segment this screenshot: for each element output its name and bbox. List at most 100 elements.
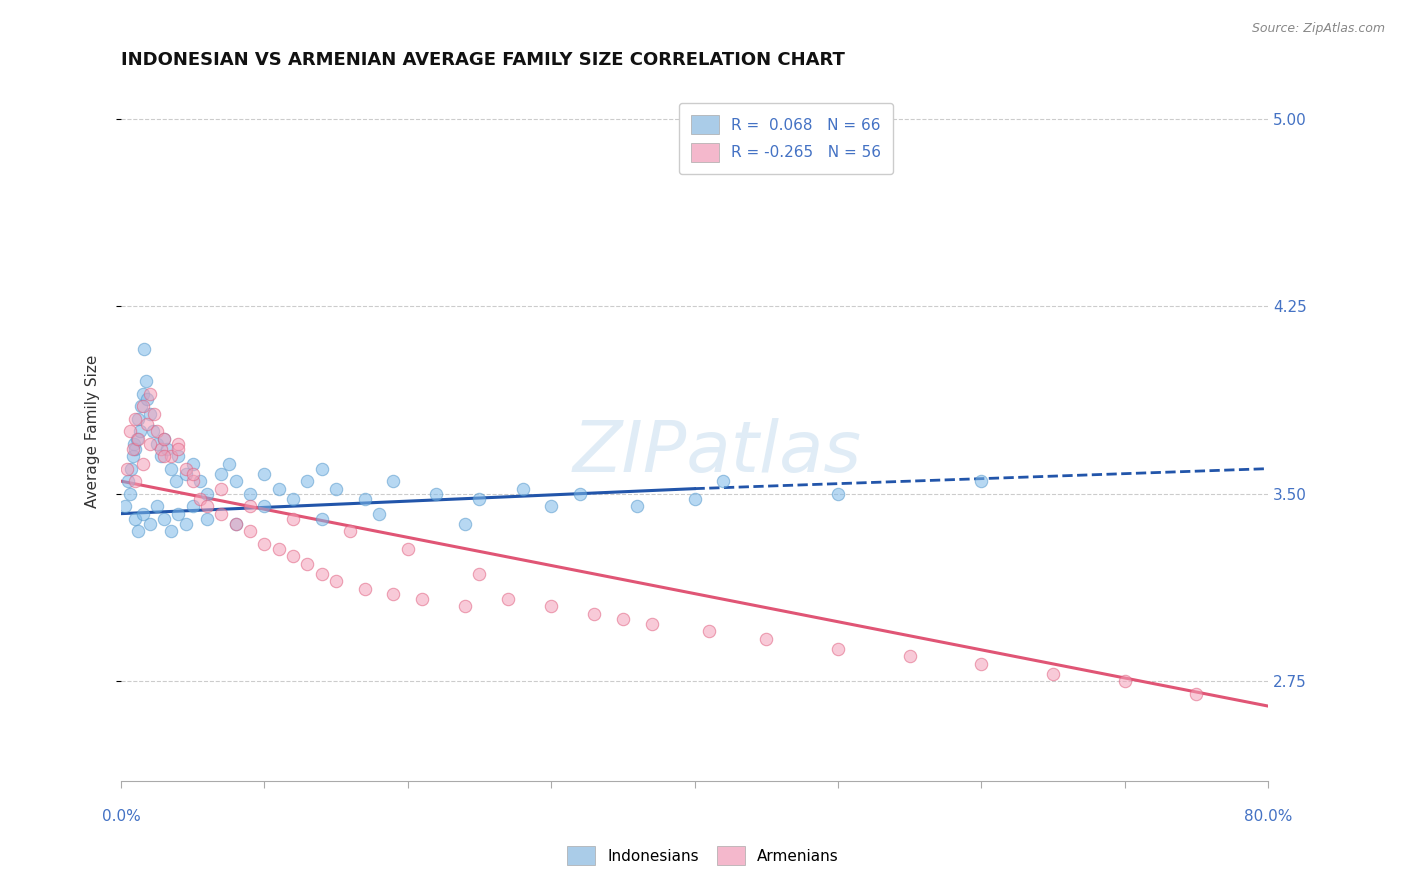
Text: 0.0%: 0.0% (101, 809, 141, 824)
Point (146, 436, 169, 450)
Point (160, 461, 183, 475)
Point (139, 516, 162, 531)
Point (281, 549, 304, 563)
Point (468, 491, 491, 506)
Point (225, 516, 247, 531)
Point (153, 432, 176, 446)
Point (131, 386, 153, 401)
Point (382, 474, 405, 488)
Point (697, 624, 720, 638)
Point (118, 486, 141, 500)
Point (297, 557, 319, 571)
Point (382, 586, 405, 600)
Point (568, 486, 591, 500)
Point (353, 491, 375, 506)
Point (122, 436, 145, 450)
Point (640, 616, 662, 631)
Point (124, 511, 146, 525)
Point (146, 499, 169, 513)
Point (121, 449, 143, 463)
Point (120, 461, 142, 475)
Y-axis label: Average Family Size: Average Family Size (86, 354, 100, 508)
Point (1185, 687, 1208, 701)
Point (131, 457, 153, 471)
Point (146, 424, 169, 438)
Point (181, 457, 204, 471)
Point (239, 486, 262, 500)
Point (311, 511, 333, 525)
Point (195, 486, 218, 500)
Point (167, 436, 190, 450)
Point (239, 524, 262, 538)
Point (297, 474, 319, 488)
Point (211, 467, 233, 481)
Point (127, 524, 149, 538)
Point (188, 474, 211, 488)
Point (160, 524, 183, 538)
Point (121, 442, 143, 456)
Point (225, 516, 247, 531)
Point (325, 574, 347, 588)
Point (195, 499, 218, 513)
Point (755, 632, 778, 646)
Point (454, 516, 477, 531)
Point (267, 482, 290, 496)
Point (325, 482, 347, 496)
Point (454, 599, 477, 613)
Point (211, 482, 233, 496)
Point (153, 432, 176, 446)
Point (827, 486, 849, 500)
Point (153, 449, 176, 463)
Point (160, 449, 183, 463)
Point (139, 436, 162, 450)
Point (167, 507, 190, 521)
Point (311, 566, 333, 581)
Point (129, 399, 152, 413)
Point (150, 442, 173, 456)
Point (132, 342, 155, 356)
Point (425, 486, 447, 500)
Point (353, 582, 375, 596)
Point (131, 399, 153, 413)
Point (1042, 666, 1064, 681)
Point (253, 467, 276, 481)
Point (468, 566, 491, 581)
Point (153, 511, 176, 525)
Point (411, 591, 433, 606)
Text: ZIPatlas: ZIPatlas (574, 417, 862, 487)
Point (827, 641, 849, 656)
Point (181, 467, 204, 481)
Point (211, 507, 233, 521)
Point (124, 442, 146, 456)
Point (118, 424, 141, 438)
Point (188, 491, 211, 506)
Point (218, 457, 240, 471)
Point (136, 392, 159, 406)
Point (311, 461, 333, 475)
Point (711, 474, 734, 488)
Point (612, 611, 634, 625)
Point (540, 599, 562, 613)
Point (143, 407, 166, 421)
Point (339, 524, 361, 538)
Text: 80.0%: 80.0% (1244, 809, 1292, 824)
Point (267, 541, 290, 556)
Point (114, 499, 136, 513)
Point (167, 442, 190, 456)
Legend: Indonesians, Armenians: Indonesians, Armenians (561, 840, 845, 871)
Point (127, 411, 149, 425)
Point (117, 474, 139, 488)
Text: Source: ZipAtlas.com: Source: ZipAtlas.com (1251, 22, 1385, 36)
Point (281, 511, 304, 525)
Point (181, 499, 204, 513)
Point (181, 474, 204, 488)
Point (898, 649, 921, 664)
Point (174, 516, 197, 531)
Point (583, 607, 606, 621)
Point (128, 424, 150, 438)
Point (115, 461, 138, 475)
Point (150, 449, 173, 463)
Point (368, 507, 391, 521)
Point (165, 474, 187, 488)
Point (174, 461, 197, 475)
